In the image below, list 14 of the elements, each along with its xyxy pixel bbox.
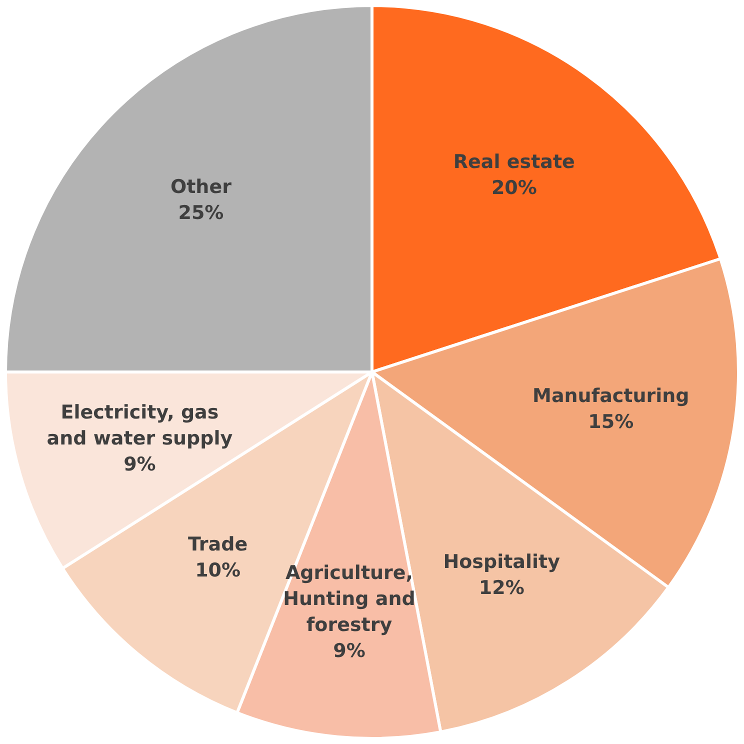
slice-label: Other xyxy=(170,176,232,198)
data-label: 15% xyxy=(588,410,634,433)
data-label: 20% xyxy=(491,177,537,200)
data-label: 12% xyxy=(478,577,524,600)
slice-label: Trade xyxy=(188,533,248,556)
slice-label: Real estate xyxy=(453,151,575,174)
slice-label: Hospitality xyxy=(443,551,561,574)
data-label: 10% xyxy=(195,559,241,582)
slice-label: Electricity, gas and water supply xyxy=(46,401,234,450)
slice-label: Agriculture, Hunting and forestry xyxy=(283,562,416,636)
slice-label: Manufacturing xyxy=(532,384,690,407)
data-label: 25% xyxy=(178,202,224,224)
data-label: 9% xyxy=(333,640,366,662)
data-label: 9% xyxy=(124,453,156,476)
